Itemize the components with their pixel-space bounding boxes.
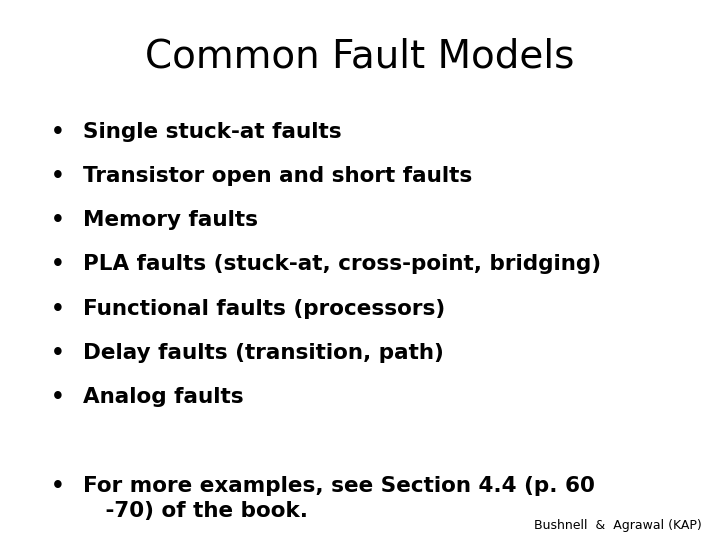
Text: Single stuck-at faults: Single stuck-at faults bbox=[83, 122, 341, 141]
Text: •: • bbox=[50, 476, 64, 496]
Text: •: • bbox=[50, 387, 64, 407]
Text: Bushnell  &  Agrawal (KAP): Bushnell & Agrawal (KAP) bbox=[534, 519, 702, 532]
Text: PLA faults (stuck-at, cross-point, bridging): PLA faults (stuck-at, cross-point, bridg… bbox=[83, 254, 601, 274]
Text: •: • bbox=[50, 166, 64, 186]
Text: •: • bbox=[50, 210, 64, 230]
Text: Memory faults: Memory faults bbox=[83, 210, 258, 230]
Text: •: • bbox=[50, 122, 64, 141]
Text: For more examples, see Section 4.4 (p. 60
   -70) of the book.: For more examples, see Section 4.4 (p. 6… bbox=[83, 476, 595, 521]
Text: Analog faults: Analog faults bbox=[83, 387, 243, 407]
Text: Transistor open and short faults: Transistor open and short faults bbox=[83, 166, 472, 186]
Text: •: • bbox=[50, 299, 64, 319]
Text: Functional faults (processors): Functional faults (processors) bbox=[83, 299, 445, 319]
Text: •: • bbox=[50, 343, 64, 363]
Text: •: • bbox=[50, 254, 64, 274]
Text: Delay faults (transition, path): Delay faults (transition, path) bbox=[83, 343, 444, 363]
Text: Common Fault Models: Common Fault Models bbox=[145, 38, 575, 76]
